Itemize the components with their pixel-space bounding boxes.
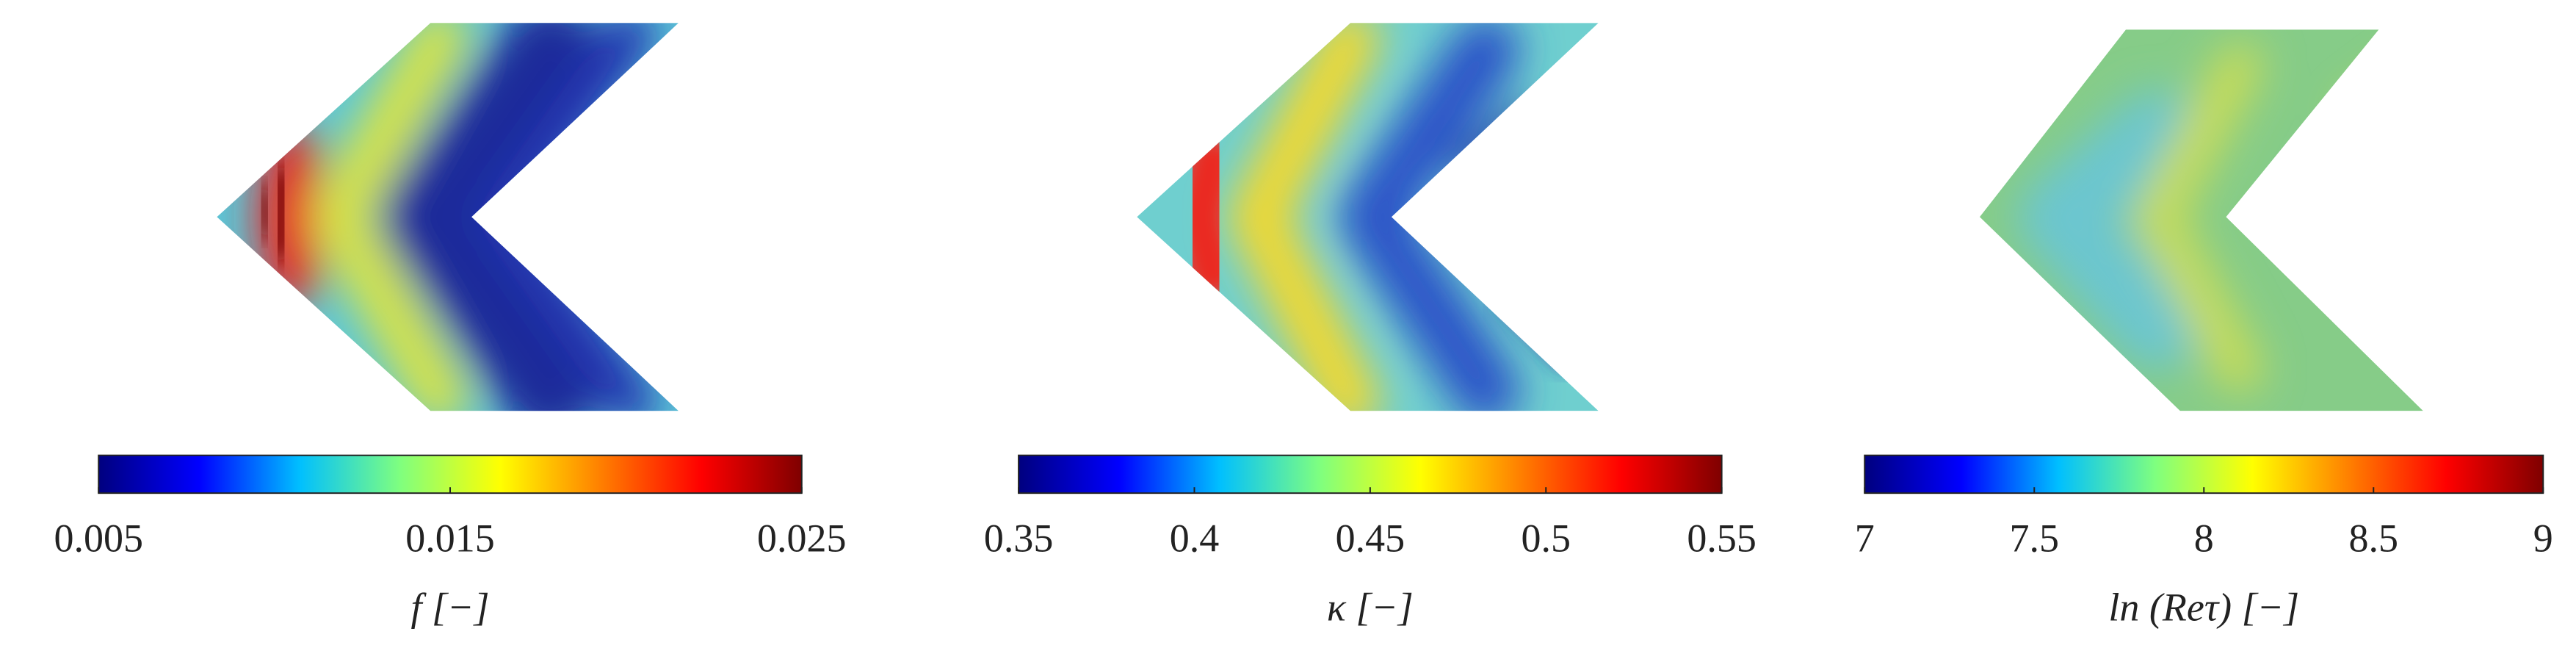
tick-label: 9 [2533,517,2553,561]
field [1137,23,1599,411]
field-band [2017,90,2199,370]
field-band [2360,286,2423,364]
tick-label: 0.5 [1521,517,1571,561]
tick-label: 0.55 [1687,517,1756,561]
axis-label: ln (Reτ) [−] [2108,586,2299,630]
field-band [2134,43,2262,393]
tick-label: 7 [1855,517,1875,561]
tick-label: 8.5 [2349,517,2399,561]
panel: 0.005 0.015 0.025 f [−] [54,23,847,630]
tick-label: 8 [2194,517,2214,561]
field-band [264,165,297,262]
panel: 0.35 0.4 0.45 0.5 0.55 κ [−] [984,23,1756,630]
field-band [308,23,468,411]
axis-label: f [−] [411,586,490,630]
tick-label: 7.5 [2010,517,2060,561]
axis-label: κ [−] [1327,586,1414,630]
tick-label: 0.35 [984,517,1054,561]
colorbar [98,454,803,494]
tick-label: 0.025 [757,517,847,561]
field-base [1979,29,2423,411]
field-band [1227,23,1381,411]
field-band [381,23,600,411]
field-band [2381,307,2423,364]
panel: 7 7.5 8 8.5 9 ln (Reτ) [−] [1855,29,2553,630]
field-band [254,185,275,239]
tick-label: 0.4 [1170,517,1220,561]
tick-label: 0.005 [54,517,143,561]
field [1979,29,2423,411]
tick-label: 0.45 [1336,517,1405,561]
field-band [1171,133,1241,301]
field-band [2344,56,2423,126]
field-band [1339,23,1520,411]
field [217,23,679,411]
colorbar [1864,454,2544,494]
tick-label: 0.015 [405,517,495,561]
